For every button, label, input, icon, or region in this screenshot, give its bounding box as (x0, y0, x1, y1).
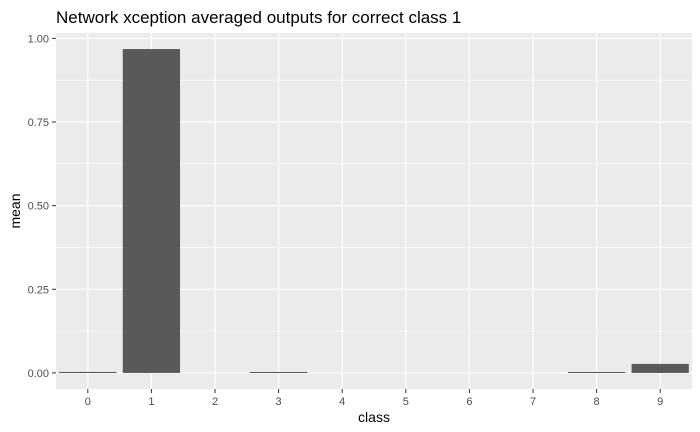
x-tick-label: 8 (594, 396, 600, 408)
x-tick-label: 7 (530, 396, 536, 408)
x-tick-label: 0 (85, 396, 91, 408)
bars-group (59, 49, 689, 373)
y-tick-label: 0.25 (28, 284, 49, 296)
x-axis-title: class (358, 409, 390, 425)
x-tick-label: 6 (466, 396, 472, 408)
y-tick-label: 1.00 (28, 33, 49, 45)
y-tick-label: 0.50 (28, 201, 49, 213)
x-tick-label: 5 (403, 396, 409, 408)
y-axis-title: mean (7, 193, 23, 228)
y-tick-label: 0.75 (28, 117, 49, 129)
x-tick-label: 1 (148, 396, 154, 408)
y-tick-label: 0.00 (28, 368, 49, 380)
y-axis: 0.00 0.25 0.50 0.75 1.00 (28, 33, 56, 380)
x-tick-label: 9 (657, 396, 663, 408)
bar-class-9 (631, 363, 689, 373)
x-axis: 0 1 2 3 4 5 6 7 8 9 (85, 389, 663, 408)
chart-title: Network xception averaged outputs for co… (56, 8, 461, 27)
bar-class-1 (122, 49, 181, 373)
x-tick-label: 4 (339, 396, 345, 408)
x-tick-label: 3 (276, 396, 282, 408)
x-tick-label: 2 (212, 396, 218, 408)
